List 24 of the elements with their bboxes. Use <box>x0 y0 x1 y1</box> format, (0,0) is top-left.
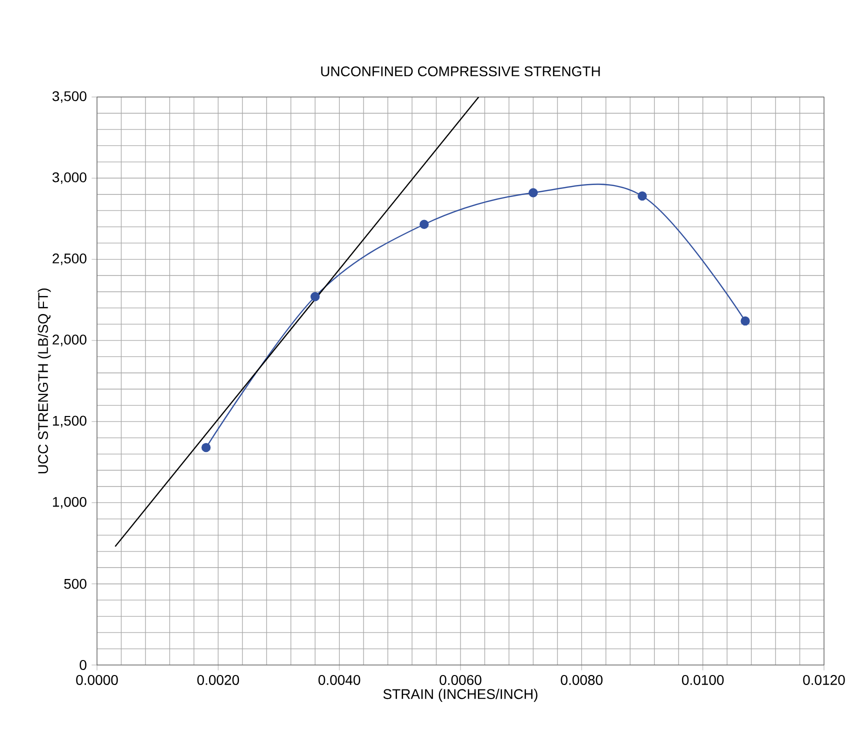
chart-title: UNCONFINED COMPRESSIVE STRENGTH <box>321 66 600 76</box>
point <box>740 316 750 326</box>
x-axis-title: STRAIN (INCHES/INCH) <box>383 688 538 702</box>
point <box>420 220 429 229</box>
y-tick-label: 1,500 <box>52 416 86 428</box>
point <box>638 191 647 201</box>
point <box>201 442 211 452</box>
y-tick-label: 3,500 <box>52 91 86 103</box>
y-tick-label: 3,000 <box>52 172 86 184</box>
y-tick-label: 2,000 <box>52 334 86 346</box>
point <box>310 292 320 302</box>
x-tick-label: 0.0120 <box>803 675 845 685</box>
y-tick-label: 0 <box>80 660 86 670</box>
y-tick-label: 1,000 <box>52 496 86 509</box>
x-tick-label: 0.0040 <box>318 675 360 685</box>
x-tick-label: 0.0020 <box>197 675 240 685</box>
x-tick-label: 0.0000 <box>76 675 118 685</box>
point <box>528 188 538 198</box>
x-tick-label: 0.0100 <box>682 675 724 685</box>
y-tick-label: 500 <box>64 578 86 589</box>
y-tick-label: 2,500 <box>52 254 86 266</box>
x-tick-label: 0.0080 <box>560 675 603 685</box>
x-tick-label: 0.0060 <box>440 675 482 685</box>
y-axis-title: UCC STRENGTH (LB/SQ FT) <box>38 288 51 474</box>
